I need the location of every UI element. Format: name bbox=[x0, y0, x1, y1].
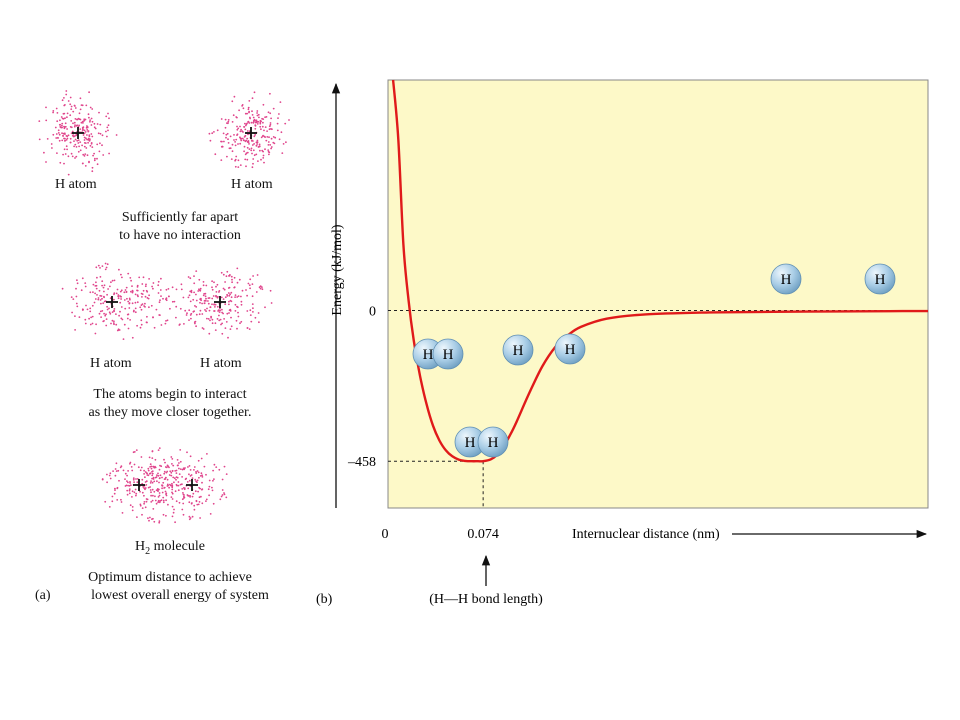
atom-symbol: H bbox=[465, 435, 476, 451]
caption-stage-3-line-1: Optimum distance to achieve bbox=[88, 570, 252, 585]
electron-cloud-h-atom-1 bbox=[38, 90, 118, 176]
h-atom-label-1: H atom bbox=[55, 177, 97, 192]
electron-cloud-h2-molecule bbox=[101, 447, 228, 524]
caption-stage-3-line-2: lowest overall energy of system bbox=[91, 588, 269, 603]
y-axis-label: Energy (kJ/mol) bbox=[330, 224, 345, 315]
x-axis-label: Internuclear distance (nm) bbox=[572, 527, 720, 542]
hydrogen-atoms: H H H HH HH H bbox=[412, 263, 896, 458]
y-tick-min-energy: –458 bbox=[347, 455, 376, 470]
electron-clouds bbox=[38, 90, 290, 524]
potential-energy-curve bbox=[391, 79, 928, 463]
h-atom-label-4: H atom bbox=[200, 356, 242, 371]
panel-a-label: (a) bbox=[35, 588, 51, 603]
y-tick-zero: 0 bbox=[369, 304, 376, 319]
x-tick-zero: 0 bbox=[382, 527, 389, 542]
x-tick-bond-length: 0.074 bbox=[467, 527, 499, 542]
hydrogen-atom-sphere: H bbox=[770, 263, 802, 295]
h-atom-label-3: H atom bbox=[90, 356, 132, 371]
atom-symbol: H bbox=[423, 347, 434, 363]
h-atom-label-2: H atom bbox=[231, 177, 273, 192]
caption-stage-1-line-1: Sufficiently far apart bbox=[121, 210, 239, 225]
atom-symbol: H bbox=[513, 343, 524, 359]
hydrogen-atom-sphere: H bbox=[432, 338, 464, 370]
hydrogen-atom-sphere: H bbox=[502, 334, 534, 366]
atom-symbol: H bbox=[781, 272, 792, 288]
atom-symbol: H bbox=[443, 347, 454, 363]
hydrogen-atom-sphere: H bbox=[864, 263, 896, 295]
electron-cloud-interacting-atoms bbox=[61, 262, 273, 340]
atom-symbol: H bbox=[488, 435, 499, 451]
hydrogen-atom-sphere: H bbox=[477, 426, 509, 458]
panel-b-label: (b) bbox=[316, 592, 333, 607]
atom-symbol: H bbox=[565, 342, 576, 358]
nucleus-plus-icons bbox=[72, 127, 257, 491]
atom-symbol: H bbox=[875, 272, 886, 288]
caption-stage-2-line-2: as they move closer together. bbox=[88, 405, 252, 420]
caption-stage-1-line-2: to have no interaction bbox=[119, 228, 241, 243]
h2-molecule-label: H2 molecule bbox=[135, 539, 205, 557]
caption-stage-2-line-1: The atoms begin to interact bbox=[93, 387, 247, 402]
bond-length-note: (H—H bond length) bbox=[429, 592, 543, 607]
hydrogen-atom-sphere: H bbox=[554, 333, 586, 365]
electron-cloud-h-atom-2 bbox=[208, 91, 290, 169]
